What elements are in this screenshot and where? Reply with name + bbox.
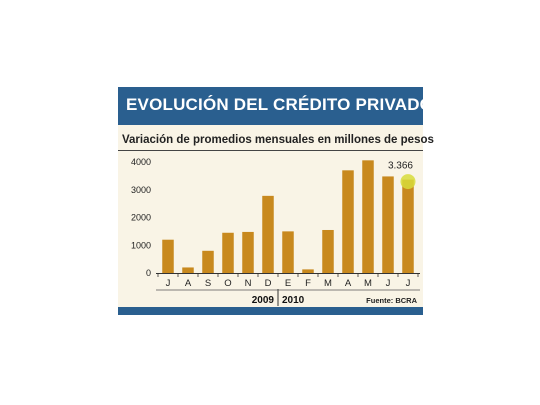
bar <box>222 232 234 273</box>
bar <box>342 170 354 273</box>
x-tick-label: D <box>265 278 272 289</box>
source-note: Fuente: BCRA <box>366 296 417 305</box>
x-tick-label: S <box>205 278 211 289</box>
bar-chart: 0 1000 2000 3000 4000 J A S O N D E F M A M J J 2009 201… <box>131 157 420 306</box>
bar <box>362 160 374 273</box>
bar <box>402 179 414 273</box>
value-callout: 3.366 <box>388 161 413 172</box>
title-bar: EVOLUCIÓN DEL CRÉDITO PRIVADO <box>118 87 433 125</box>
bar <box>262 195 274 273</box>
bar <box>322 229 334 273</box>
x-tick-label: J <box>166 278 171 289</box>
bar <box>302 269 314 273</box>
x-tick-label: N <box>245 278 252 289</box>
bottom-band <box>118 307 423 315</box>
chart-subtitle: Variación de promedios mensuales en mill… <box>122 134 434 146</box>
year-label-2010: 2010 <box>282 295 305 306</box>
bar <box>202 250 214 273</box>
bar <box>162 239 174 273</box>
y-tick-label: 2000 <box>131 213 151 223</box>
x-tick-label: O <box>224 278 231 289</box>
y-tick-label: 4000 <box>131 157 151 167</box>
chart-card: EVOLUCIÓN DEL CRÉDITO PRIVADO Variación … <box>118 87 434 315</box>
year-label-2009: 2009 <box>252 295 275 306</box>
highlight-marker <box>400 174 416 190</box>
x-tick-label: A <box>185 278 192 289</box>
x-axis-ticks <box>157 273 419 277</box>
bar <box>182 267 194 273</box>
x-tick-label: F <box>305 278 311 289</box>
y-tick-label: 0 <box>146 268 151 278</box>
y-tick-label: 1000 <box>131 240 151 250</box>
bar <box>382 176 394 273</box>
x-tick-label: M <box>364 278 372 289</box>
x-tick-label: M <box>324 278 332 289</box>
bars-group <box>162 160 414 273</box>
bar <box>242 231 254 273</box>
bar <box>282 231 294 273</box>
x-tick-label: E <box>285 278 291 289</box>
x-tick-label: J <box>406 278 411 289</box>
y-axis: 0 1000 2000 3000 4000 <box>131 157 151 278</box>
subtitle-rule <box>118 150 423 151</box>
y-tick-label: 3000 <box>131 185 151 195</box>
chart-title: EVOLUCIÓN DEL CRÉDITO PRIVADO <box>126 95 434 114</box>
x-tick-label: A <box>345 278 352 289</box>
x-tick-label: J <box>386 278 391 289</box>
